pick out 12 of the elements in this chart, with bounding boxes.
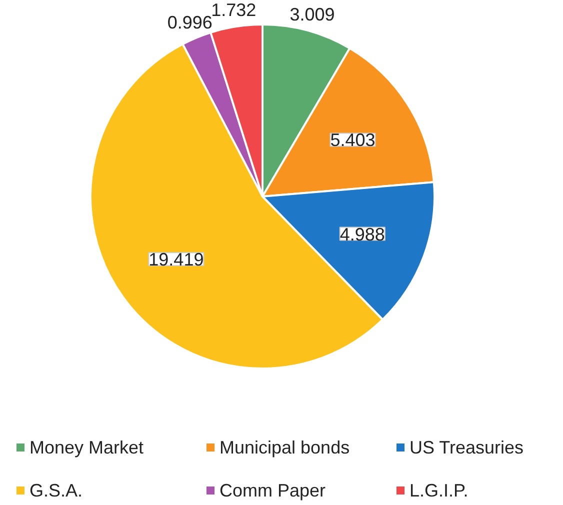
data-label: 1.732: [211, 0, 256, 20]
legend-label: Municipal bonds: [220, 438, 350, 458]
data-label: 5.403: [330, 130, 376, 150]
data-label: 19.419: [148, 250, 204, 270]
legend-label: G.S.A.: [30, 480, 83, 500]
legend-label: US Treasuries: [410, 438, 524, 458]
legend-label: Money Market: [30, 438, 144, 458]
data-label: 4.988: [340, 224, 385, 244]
legend-label: L.G.I.P.: [410, 480, 468, 500]
data-label: 3.009: [290, 4, 335, 24]
data-label: 0.996: [167, 12, 212, 32]
legend-label: Comm Paper: [220, 480, 326, 500]
